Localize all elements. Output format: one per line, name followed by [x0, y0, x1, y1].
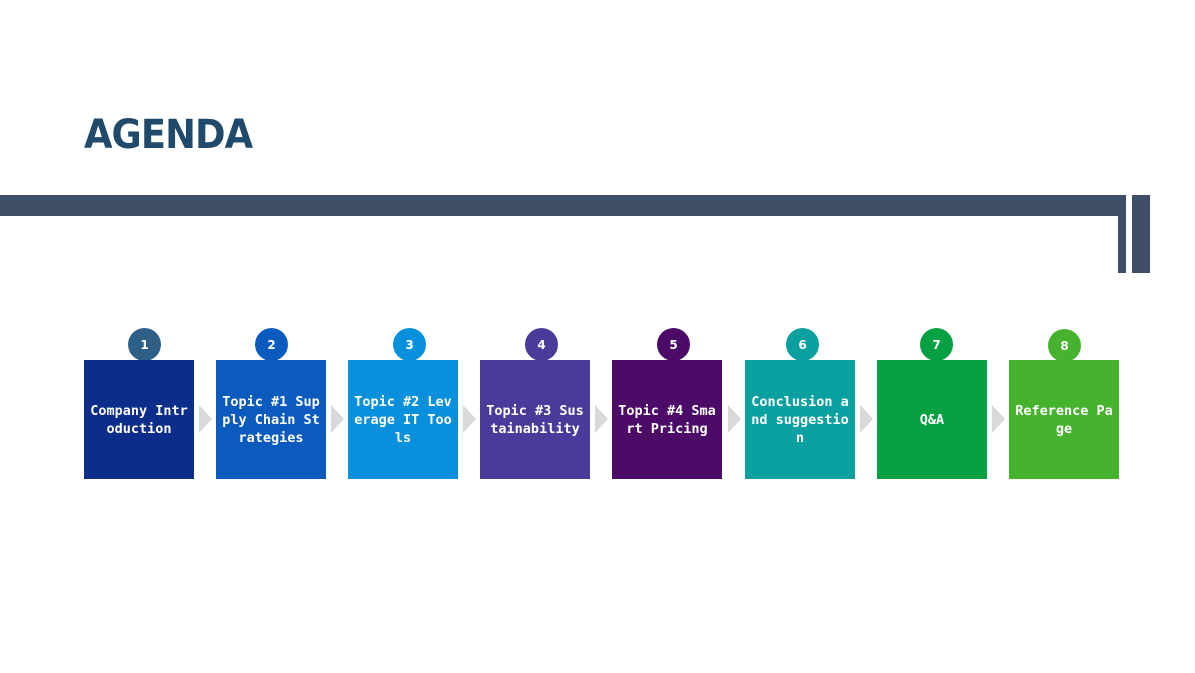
- step-3-number-badge: 3: [393, 328, 426, 361]
- step-4-number-badge: 4: [525, 328, 558, 361]
- step-5-smart-pricing[interactable]: Topic #4 Smart Pricing: [612, 360, 722, 479]
- header-band: [0, 195, 1126, 216]
- step-3-leverage-it-tools[interactable]: Topic #2 Leverage IT Tools: [348, 360, 458, 479]
- chevron-right-icon: [728, 405, 741, 433]
- step-8-number-badge: 8: [1048, 329, 1081, 362]
- step-1-company-introduction[interactable]: Company Introduction: [84, 360, 194, 479]
- step-7-qa[interactable]: Q&A: [877, 360, 987, 479]
- chevron-right-icon: [331, 405, 344, 433]
- chevron-right-icon: [463, 405, 476, 433]
- step-1-number-badge: 1: [128, 328, 161, 361]
- step-2-supply-chain-strategies[interactable]: Topic #1 Supply Chain Strategies: [216, 360, 326, 479]
- step-4-sustainability[interactable]: Topic #3 Sustainability: [480, 360, 590, 479]
- step-6-conclusion-and-suggestion[interactable]: Conclusion and suggestion: [745, 360, 855, 479]
- step-6-number-badge: 6: [786, 328, 819, 361]
- header-band-bar-right: [1132, 195, 1150, 273]
- chevron-right-icon: [992, 405, 1005, 433]
- step-2-number-badge: 2: [255, 328, 288, 361]
- header-band-bar-left: [1118, 195, 1126, 273]
- chevron-right-icon: [860, 405, 873, 433]
- chevron-right-icon: [595, 405, 608, 433]
- step-8-reference-page[interactable]: Reference Page: [1009, 360, 1119, 479]
- step-7-number-badge: 7: [920, 328, 953, 361]
- chevron-right-icon: [199, 405, 212, 433]
- agenda-title: AGENDA: [84, 112, 253, 158]
- step-5-number-badge: 5: [657, 328, 690, 361]
